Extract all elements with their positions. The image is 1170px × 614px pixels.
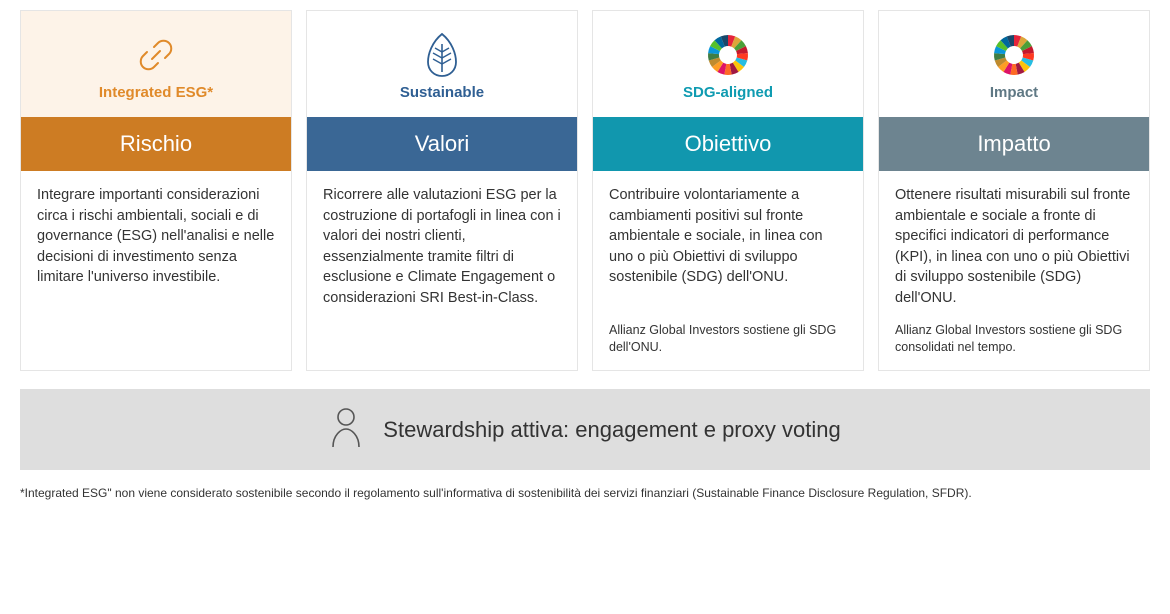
card-subtitle: SDG-aligned xyxy=(683,84,773,101)
card-icon-area: Impact xyxy=(879,11,1149,117)
card-subtitle: Integrated ESG* xyxy=(99,84,213,101)
stewardship-text: Stewardship attiva: engagement e proxy v… xyxy=(383,417,840,443)
card-body: Contribuire volontariamente a cambiament… xyxy=(593,171,863,322)
card-integrated-esg: Integrated ESG* Rischio Integrare import… xyxy=(20,10,292,371)
card-body: Integrare importanti considerazioni circ… xyxy=(21,171,291,370)
person-icon xyxy=(329,407,363,452)
card-footnote: Allianz Global Investors sostiene gli SD… xyxy=(593,322,863,370)
link-icon xyxy=(134,32,178,78)
card-body: Ottenere risultati misurabili sul fronte… xyxy=(879,171,1149,322)
stewardship-bar: Stewardship attiva: engagement e proxy v… xyxy=(20,389,1150,470)
card-icon-area: Sustainable xyxy=(307,11,577,117)
card-subtitle: Sustainable xyxy=(400,84,484,101)
card-header: Impatto xyxy=(879,117,1149,171)
card-header: Valori xyxy=(307,117,577,171)
bottom-footnote: *Integrated ESG" non viene considerato s… xyxy=(20,486,1150,500)
card-subtitle: Impact xyxy=(990,84,1038,101)
card-icon-area: SDG-aligned xyxy=(593,11,863,117)
leaf-icon xyxy=(424,32,460,78)
card-impact: Impact Impatto Ottenere risultati misura… xyxy=(878,10,1150,371)
card-header: Rischio xyxy=(21,117,291,171)
card-sustainable: Sustainable Valori Ricorrere alle valuta… xyxy=(306,10,578,371)
card-sdg-aligned: SDG-aligned Obiettivo Contribuire volont… xyxy=(592,10,864,371)
sdg-wheel-icon xyxy=(707,32,749,78)
card-icon-area: Integrated ESG* xyxy=(21,11,291,117)
card-body: Ricorrere alle valutazioni ESG per la co… xyxy=(307,171,577,370)
sdg-wheel-icon xyxy=(993,32,1035,78)
cards-row: Integrated ESG* Rischio Integrare import… xyxy=(20,10,1150,371)
card-header: Obiettivo xyxy=(593,117,863,171)
card-footnote: Allianz Global Investors sostiene gli SD… xyxy=(879,322,1149,370)
